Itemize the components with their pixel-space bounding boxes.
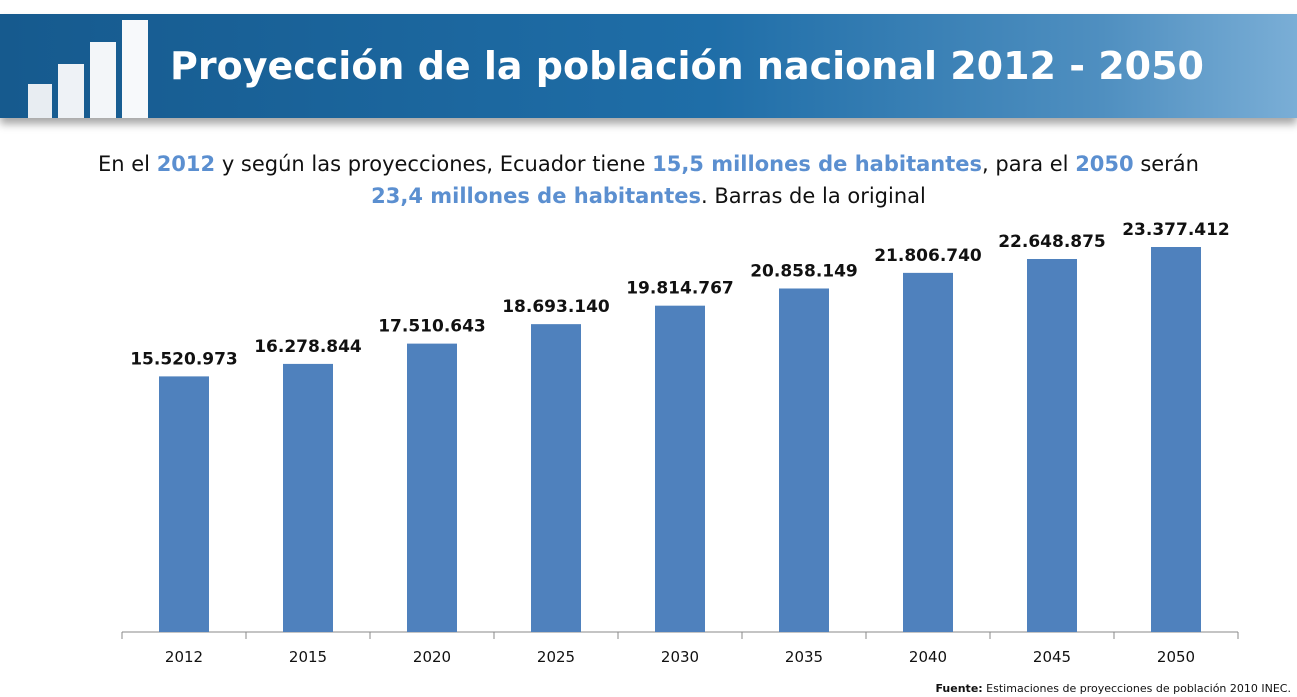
footer-text: Estimaciones de proyecciones de població… [983, 682, 1291, 695]
x-tick-label: 2020 [413, 648, 451, 666]
x-tick-label: 2035 [785, 648, 823, 666]
value-label: 16.278.844 [254, 337, 362, 357]
bar [531, 324, 581, 632]
value-label: 22.648.875 [998, 232, 1106, 252]
value-label: 20.858.149 [750, 261, 858, 281]
bar [283, 364, 333, 632]
value-label: 23.377.412 [1122, 220, 1230, 240]
footer: Fuente: Estimaciones de proyecciones de … [935, 682, 1291, 695]
value-label: 21.806.740 [874, 246, 982, 266]
bar [407, 344, 457, 632]
chart: 15.520.973 2012 16.278.844 2015 17.510.643 20… [0, 0, 1297, 697]
x-tick-label: 2045 [1033, 648, 1071, 666]
bar [903, 273, 953, 632]
bar [655, 306, 705, 632]
bar [1151, 247, 1201, 632]
footer-label: Fuente: [935, 682, 982, 695]
bar [1027, 259, 1077, 632]
page: {"header": {"title": "Proyección de la p… [0, 0, 1297, 697]
value-label: 15.520.973 [130, 349, 238, 369]
value-label: 19.814.767 [626, 279, 734, 299]
x-tick-label: 2040 [909, 648, 947, 666]
x-tick-label: 2012 [165, 648, 203, 666]
x-tick-label: 2025 [537, 648, 575, 666]
bar [779, 288, 829, 632]
value-label: 17.510.643 [378, 317, 486, 337]
value-label: 18.693.140 [502, 297, 610, 317]
bar [159, 376, 209, 632]
x-tick-label: 2050 [1157, 648, 1195, 666]
x-tick-label: 2030 [661, 648, 699, 666]
x-tick-label: 2015 [289, 648, 327, 666]
